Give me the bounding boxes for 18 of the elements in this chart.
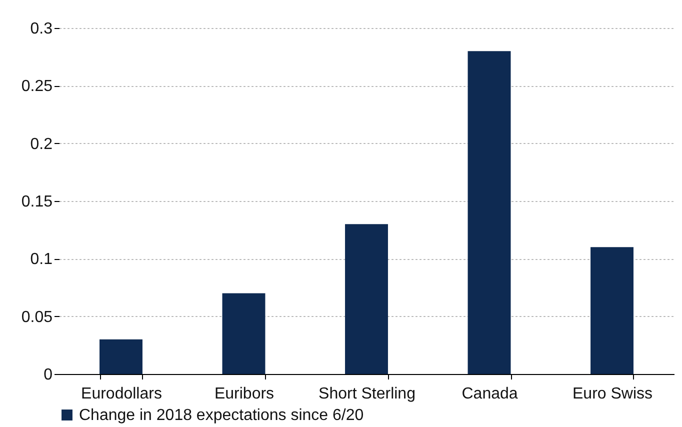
y-tick-label: 0.3 xyxy=(30,20,53,38)
x-tick-label: Short Sterling xyxy=(318,386,416,402)
bar xyxy=(222,293,266,374)
y-tick-label: 0.15 xyxy=(21,194,53,210)
y-tick-label: 0.2 xyxy=(30,136,53,153)
legend-label: Change in 2018 expectations since 6/20 xyxy=(79,407,364,424)
bar xyxy=(590,247,634,374)
x-tick-label: Euro Swiss xyxy=(572,386,653,402)
y-tick-label: 0.1 xyxy=(30,251,53,268)
x-tick-label: Eurodollars xyxy=(81,386,162,402)
x-tick-label: Euribors xyxy=(214,386,274,402)
y-tick-label: 0.05 xyxy=(21,308,53,326)
y-tick-label: 0 xyxy=(44,366,53,384)
bar xyxy=(345,224,388,374)
bar xyxy=(468,51,511,374)
y-tick-label: 0.25 xyxy=(21,78,53,96)
bar xyxy=(100,339,142,374)
x-tick-label: Canada xyxy=(462,386,518,402)
